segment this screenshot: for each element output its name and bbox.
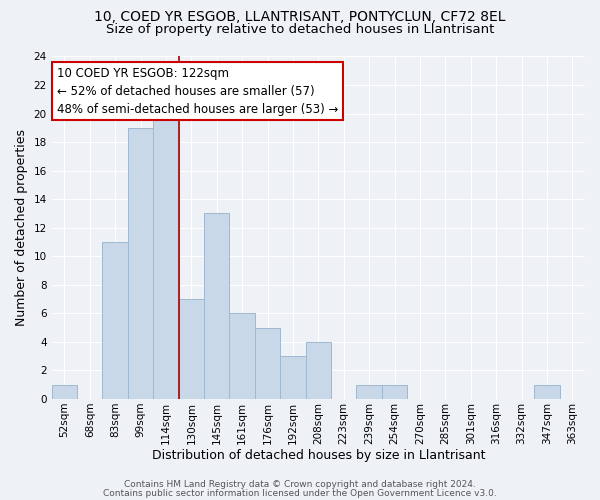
Bar <box>305 342 331 399</box>
Bar <box>179 299 204 399</box>
Y-axis label: Number of detached properties: Number of detached properties <box>15 130 28 326</box>
Bar <box>229 314 255 399</box>
Bar <box>103 242 128 399</box>
Bar <box>52 385 77 399</box>
Text: 10 COED YR ESGOB: 122sqm
← 52% of detached houses are smaller (57)
48% of semi-d: 10 COED YR ESGOB: 122sqm ← 52% of detach… <box>57 67 338 116</box>
Text: Size of property relative to detached houses in Llantrisant: Size of property relative to detached ho… <box>106 22 494 36</box>
Bar <box>382 385 407 399</box>
Text: 10, COED YR ESGOB, LLANTRISANT, PONTYCLUN, CF72 8EL: 10, COED YR ESGOB, LLANTRISANT, PONTYCLU… <box>94 10 506 24</box>
Bar <box>255 328 280 399</box>
Text: Contains HM Land Registry data © Crown copyright and database right 2024.: Contains HM Land Registry data © Crown c… <box>124 480 476 489</box>
Bar <box>204 214 229 399</box>
Bar <box>534 385 560 399</box>
Bar <box>128 128 153 399</box>
Bar <box>280 356 305 399</box>
Bar <box>153 114 179 399</box>
X-axis label: Distribution of detached houses by size in Llantrisant: Distribution of detached houses by size … <box>152 450 485 462</box>
Text: Contains public sector information licensed under the Open Government Licence v3: Contains public sector information licen… <box>103 488 497 498</box>
Bar <box>356 385 382 399</box>
